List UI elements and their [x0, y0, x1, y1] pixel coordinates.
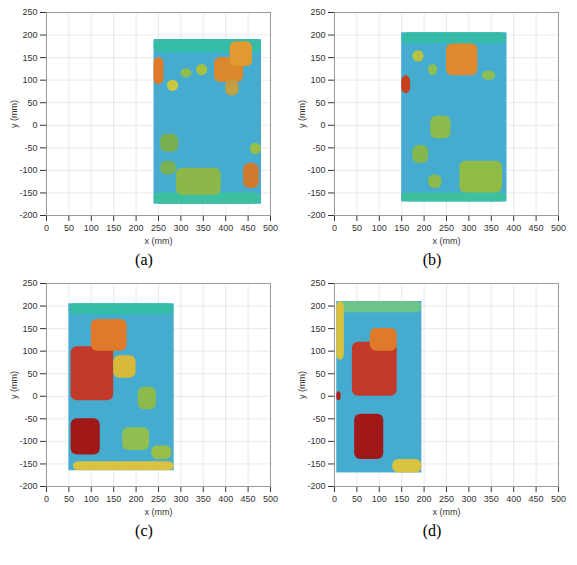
svg-text:300: 300 — [173, 494, 188, 504]
svg-text:y (mm): y (mm) — [297, 100, 307, 128]
svg-text:x (mm): x (mm) — [433, 507, 461, 517]
svg-text:100: 100 — [84, 494, 99, 504]
svg-text:150: 150 — [22, 323, 37, 333]
svg-text:400: 400 — [506, 494, 521, 504]
svg-text:450: 450 — [241, 223, 256, 233]
svg-text:200: 200 — [310, 301, 325, 311]
svg-text:50: 50 — [64, 494, 74, 504]
svg-text:250: 250 — [439, 223, 454, 233]
svg-text:-50: -50 — [24, 414, 37, 424]
svg-text:250: 250 — [22, 278, 37, 288]
svg-text:100: 100 — [372, 223, 387, 233]
svg-text:300: 300 — [173, 223, 188, 233]
svg-text:200: 200 — [129, 223, 144, 233]
svg-text:-50: -50 — [312, 143, 325, 153]
svg-text:y (mm): y (mm) — [9, 371, 19, 399]
svg-text:-150: -150 — [307, 188, 325, 198]
svg-text:500: 500 — [551, 494, 566, 504]
svg-text:150: 150 — [394, 494, 409, 504]
svg-text:350: 350 — [196, 494, 211, 504]
svg-text:-200: -200 — [19, 481, 37, 491]
svg-text:50: 50 — [315, 369, 325, 379]
svg-text:250: 250 — [22, 7, 37, 17]
html-text:(d): (d) — [422, 522, 442, 539]
svg-text:0: 0 — [332, 494, 337, 504]
svg-text:-150: -150 — [307, 459, 325, 469]
svg-text:450: 450 — [529, 223, 544, 233]
svg-text:450: 450 — [529, 494, 544, 504]
svg-text:-150: -150 — [19, 188, 37, 198]
svg-text:400: 400 — [506, 223, 521, 233]
svg-text:50: 50 — [27, 369, 37, 379]
svg-text:-100: -100 — [307, 436, 325, 446]
svg-text:0: 0 — [320, 391, 325, 401]
svg-text:100: 100 — [310, 75, 325, 85]
svg-text:450: 450 — [241, 494, 256, 504]
svg-text:250: 250 — [151, 494, 166, 504]
svg-text:100: 100 — [22, 75, 37, 85]
svg-text:0: 0 — [332, 223, 337, 233]
svg-text:200: 200 — [310, 30, 325, 40]
svg-text:y (mm): y (mm) — [297, 371, 307, 399]
svg-text:500: 500 — [551, 223, 566, 233]
svg-text:200: 200 — [22, 301, 37, 311]
svg-text:-100: -100 — [307, 165, 325, 175]
svg-text:x (mm): x (mm) — [433, 236, 461, 246]
svg-text:150: 150 — [106, 494, 121, 504]
svg-text:-200: -200 — [19, 210, 37, 220]
svg-text:150: 150 — [106, 223, 121, 233]
svg-text:150: 150 — [22, 52, 37, 62]
svg-text:300: 300 — [461, 494, 476, 504]
svg-text:200: 200 — [417, 223, 432, 233]
svg-text:100: 100 — [310, 346, 325, 356]
svg-text:50: 50 — [27, 98, 37, 108]
svg-text:200: 200 — [417, 494, 432, 504]
svg-text:150: 150 — [310, 52, 325, 62]
svg-text:50: 50 — [64, 223, 74, 233]
html-text:(b): (b) — [422, 251, 442, 268]
svg-text:400: 400 — [218, 494, 233, 504]
svg-text:-150: -150 — [19, 459, 37, 469]
svg-text:50: 50 — [352, 494, 362, 504]
svg-text:500: 500 — [263, 494, 278, 504]
svg-text:x (mm): x (mm) — [145, 236, 173, 246]
svg-text:250: 250 — [310, 278, 325, 288]
svg-text:500: 500 — [263, 223, 278, 233]
svg-text:0: 0 — [32, 391, 37, 401]
svg-text:0: 0 — [320, 120, 325, 130]
svg-text:-100: -100 — [19, 165, 37, 175]
svg-text:300: 300 — [461, 223, 476, 233]
svg-text:350: 350 — [484, 494, 499, 504]
svg-text:250: 250 — [151, 223, 166, 233]
svg-text:250: 250 — [310, 7, 325, 17]
svg-text:350: 350 — [196, 223, 211, 233]
svg-text:-50: -50 — [24, 143, 37, 153]
svg-text:x (mm): x (mm) — [145, 507, 173, 517]
svg-text:100: 100 — [372, 494, 387, 504]
svg-text:50: 50 — [315, 98, 325, 108]
svg-text:-50: -50 — [312, 414, 325, 424]
svg-text:200: 200 — [22, 30, 37, 40]
svg-text:350: 350 — [484, 223, 499, 233]
svg-text:150: 150 — [310, 323, 325, 333]
svg-text:250: 250 — [439, 494, 454, 504]
svg-text:0: 0 — [44, 223, 49, 233]
svg-text:0: 0 — [44, 494, 49, 504]
svg-text:100: 100 — [84, 223, 99, 233]
svg-text:100: 100 — [22, 346, 37, 356]
svg-text:y (mm): y (mm) — [9, 100, 19, 128]
svg-text:150: 150 — [394, 223, 409, 233]
svg-text:-200: -200 — [307, 481, 325, 491]
svg-text:-100: -100 — [19, 436, 37, 446]
svg-text:-200: -200 — [307, 210, 325, 220]
svg-text:200: 200 — [129, 494, 144, 504]
html-text:(c): (c) — [135, 522, 153, 539]
svg-text:400: 400 — [218, 223, 233, 233]
html-text:(a): (a) — [135, 251, 153, 268]
svg-text:50: 50 — [352, 223, 362, 233]
svg-text:0: 0 — [32, 120, 37, 130]
